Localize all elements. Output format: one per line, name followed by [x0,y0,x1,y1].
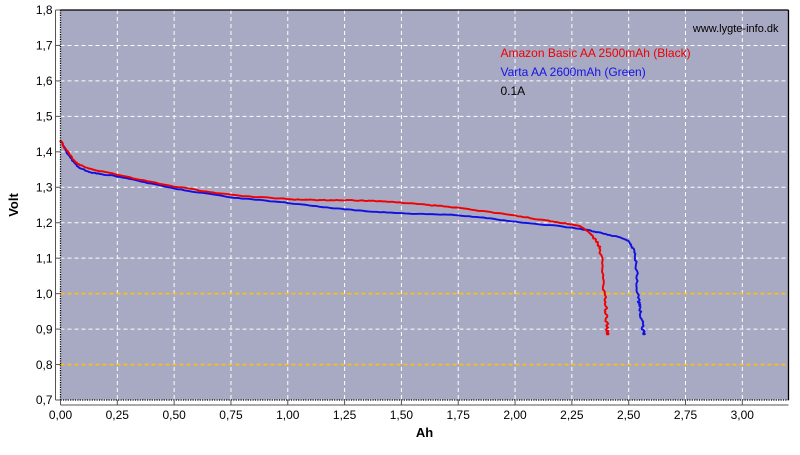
svg-text:2,25: 2,25 [560,408,584,422]
svg-text:2,75: 2,75 [674,408,698,422]
svg-text:0,9: 0,9 [36,322,53,336]
svg-text:1,8: 1,8 [36,3,53,17]
svg-text:Ah: Ah [416,425,433,440]
svg-text:1,6: 1,6 [36,74,53,88]
svg-text:0,25: 0,25 [106,408,130,422]
svg-text:1,7: 1,7 [36,39,53,53]
svg-text:0,7: 0,7 [36,393,53,407]
svg-text:1,75: 1,75 [447,408,471,422]
svg-text:Varta AA 2600mAh (Green): Varta AA 2600mAh (Green) [501,65,646,79]
svg-text:1,1: 1,1 [36,251,53,265]
svg-text:1,00: 1,00 [276,408,300,422]
svg-text:0,8: 0,8 [36,358,53,372]
svg-text:www.lygte-info.dk: www.lygte-info.dk [692,23,779,35]
svg-text:2,00: 2,00 [503,408,527,422]
svg-text:1,2: 1,2 [36,216,53,230]
svg-text:Amazon Basic AA 2500mAh (Black: Amazon Basic AA 2500mAh (Black) [501,46,691,60]
svg-text:0,00: 0,00 [49,408,73,422]
svg-text:0.1A: 0.1A [501,84,526,98]
svg-text:1,3: 1,3 [36,180,53,194]
svg-text:1,50: 1,50 [390,408,414,422]
svg-text:1,25: 1,25 [333,408,357,422]
svg-text:3,00: 3,00 [731,408,755,422]
svg-text:2,50: 2,50 [617,408,641,422]
svg-text:0,50: 0,50 [162,408,186,422]
svg-text:1,4: 1,4 [36,145,53,159]
svg-text:0,75: 0,75 [219,408,243,422]
svg-text:1,0: 1,0 [36,287,53,301]
svg-text:1,5: 1,5 [36,110,53,124]
svg-text:Volt: Volt [6,193,21,217]
